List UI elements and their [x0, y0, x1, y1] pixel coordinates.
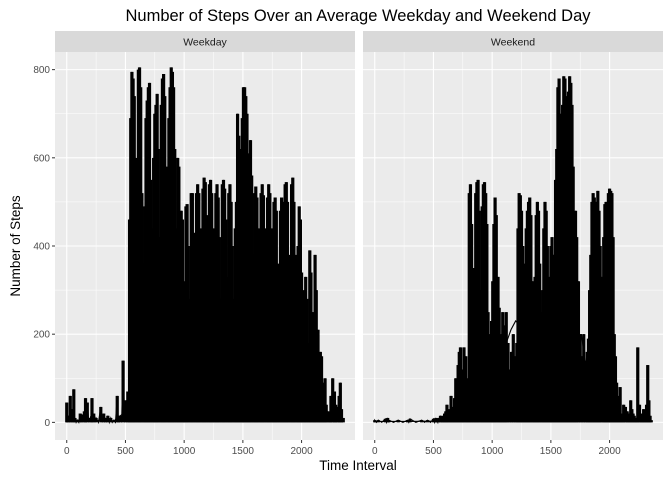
facet-strip-label: Weekend	[491, 37, 535, 49]
x-tick-label: 1000	[173, 446, 196, 457]
low-trace-line	[66, 345, 344, 423]
y-tick-label: 400	[33, 242, 50, 253]
facet-strip	[55, 31, 355, 52]
x-tick-label: 2000	[290, 446, 313, 457]
series-line	[66, 67, 344, 425]
y-tick-label: 0	[44, 418, 50, 429]
x-tick-label: 500	[425, 446, 442, 457]
facet-strip-label: Weekday	[183, 37, 227, 49]
x-tick-label: 1000	[481, 446, 504, 457]
y-tick-label: 200	[33, 330, 50, 341]
weekend-panel: Weekend 0 500 1000 1500 2000	[363, 31, 663, 457]
x-tick-label: 1500	[232, 446, 255, 457]
low-trace-line	[374, 320, 652, 423]
x-tick-label: 2000	[598, 446, 621, 457]
y-axis: 0 200 400 600 800	[33, 65, 55, 429]
y-axis-label: Number of Steps	[8, 195, 23, 297]
x-axis-label: Time Interval	[319, 458, 397, 473]
y-tick-label: 600	[33, 153, 50, 164]
x-tick-label: 1500	[540, 446, 563, 457]
x-tick-label: 0	[372, 446, 378, 457]
series-line	[374, 76, 652, 425]
y-tick-label: 800	[33, 65, 50, 76]
chart-title: Number of Steps Over an Average Weekday …	[125, 7, 591, 25]
x-tick-label: 500	[117, 446, 134, 457]
facet-strip	[363, 31, 663, 52]
x-tick-label: 0	[64, 446, 70, 457]
weekday-panel: Weekday 0 500 1000 1500 2000	[55, 31, 355, 457]
